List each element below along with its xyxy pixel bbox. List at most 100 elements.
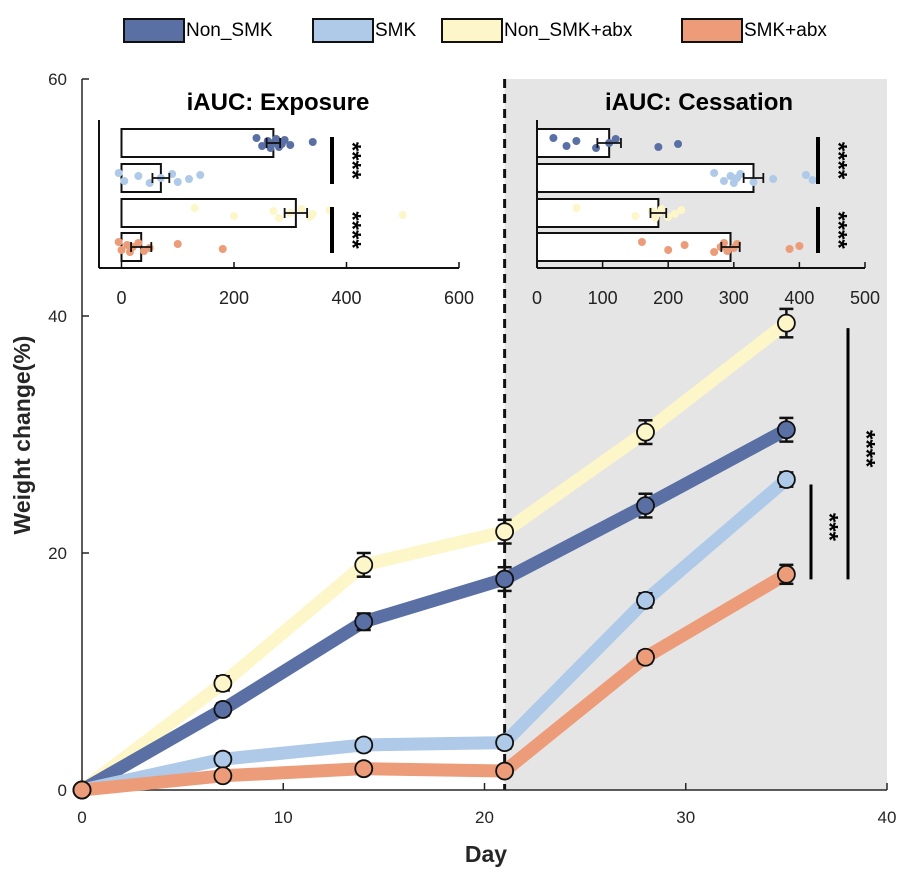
cessation-point-smk-abx: [680, 241, 689, 249]
legend-label-smk-abx: SMK+abx: [744, 20, 827, 41]
data-point-non-smk: [776, 420, 796, 440]
cessation-point-smk: [769, 175, 778, 183]
cessation-point-non-smk-abx: [677, 206, 686, 214]
exposure-x-tick-label: 600: [444, 288, 474, 308]
inset-cessation: 0 100 200 300 400 500 **** ****: [532, 120, 880, 308]
data-point-non-smk: [213, 700, 233, 719]
data-point-smk: [636, 591, 655, 610]
exposure-bar-non-smk: [120, 128, 275, 158]
legend-swatch-smk-abx: [681, 18, 743, 43]
cessation-x-tick-label: 500: [850, 288, 880, 308]
cessation-significance-label: ****: [825, 142, 852, 180]
data-point-non-smk-abx: [636, 422, 655, 442]
exposure-point-non-smk-abx: [308, 210, 317, 218]
exposure-significance-label: ****: [339, 142, 366, 180]
cessation-point-smk: [801, 171, 810, 179]
main-x-tick-label: 20: [475, 808, 494, 827]
series-line-non-smk-abx: [75, 316, 793, 797]
exposure-point-non-smk: [252, 134, 261, 142]
exposure-point-non-smk-abx: [190, 204, 199, 212]
data-point-smk: [776, 470, 796, 489]
data-point-non-smk-abx: [495, 522, 515, 542]
data-point-non-smk: [636, 496, 655, 516]
legend-label-non-smk-abx: Non_SMK+abx: [504, 20, 633, 41]
exposure-x-tick-label: 400: [331, 288, 361, 308]
data-point-non-smk-abx: [354, 555, 374, 575]
exposure-point-smk: [120, 177, 129, 185]
cessation-point-non-smk: [654, 143, 663, 151]
exposure-significance-label: ****: [339, 211, 366, 249]
exposure-point-smk: [196, 171, 205, 179]
significance-label: ***: [816, 513, 843, 542]
cessation-point-non-smk: [674, 140, 683, 148]
cessation-point-smk-abx: [637, 238, 646, 246]
main-y-axis-label: Weight change(%): [9, 336, 35, 535]
cessation-point-smk: [710, 169, 719, 177]
cessation-bar-smk-abx: [536, 232, 732, 262]
data-point-smk-abx: [495, 761, 515, 781]
inset-cessation-title: iAUC: Cessation: [605, 89, 793, 116]
cessation-point-non-smk-abx: [572, 204, 581, 212]
data-point-smk: [495, 733, 515, 752]
legend-label-non-smk: Non_SMK: [186, 20, 273, 41]
legend-label-smk: SMK: [375, 20, 417, 41]
significance-label: ****: [853, 430, 880, 468]
main-y-tick-label: 20: [48, 544, 67, 563]
exposure-point-non-smk-abx: [269, 207, 278, 215]
series-line-smk-abx: [75, 567, 793, 797]
exposure-point-smk-abx: [173, 240, 182, 248]
cessation-point-smk: [808, 176, 817, 184]
exposure-point-non-smk: [308, 138, 317, 146]
exposure-point-non-smk-abx: [398, 211, 407, 219]
cessation-point-smk-abx: [795, 242, 804, 250]
cessation-point-smk: [719, 177, 728, 185]
exposure-point-non-smk: [286, 141, 295, 149]
main-x-tick-label: 40: [878, 808, 897, 827]
data-point-smk: [354, 735, 374, 755]
data-point-non-smk: [495, 569, 515, 589]
cessation-x-tick-label: 0: [532, 288, 542, 308]
exposure-point-non-smk: [280, 136, 289, 144]
exposure-x-tick-label: 200: [219, 288, 249, 308]
exposure-point-smk-abx: [145, 244, 154, 252]
data-point-non-smk: [354, 612, 374, 632]
cessation-point-non-smk: [572, 137, 581, 145]
cessation-point-non-smk: [549, 134, 558, 142]
main-y-tick-label: 60: [48, 70, 67, 89]
series-line-non-smk: [75, 423, 793, 797]
cessation-point-smk: [736, 170, 745, 178]
series-line-smk: [75, 473, 793, 797]
data-point-smk-abx: [776, 564, 796, 584]
cessation-point-non-smk: [562, 142, 571, 150]
data-point-smk: [213, 749, 233, 769]
exposure-point-smk-abx: [117, 246, 126, 254]
cessation-point-smk-abx: [664, 246, 673, 254]
cessation-point-non-smk: [592, 144, 601, 152]
legend-swatch-non-smk: [123, 18, 185, 43]
data-point-smk-abx: [354, 759, 374, 779]
main-y-tick-label: 0: [58, 781, 67, 800]
cessation-point-smk-abx: [785, 245, 794, 253]
cessation-x-tick-label: 400: [784, 288, 814, 308]
cessation-bar-smk: [536, 163, 755, 193]
data-point-smk-abx: [72, 780, 92, 800]
cessation-point-non-smk-abx: [657, 205, 666, 213]
main-y-tick-label: 40: [48, 307, 67, 326]
main-x-tick-label: 10: [274, 808, 293, 827]
cessation-point-smk: [749, 178, 758, 186]
exposure-point-smk-abx: [218, 245, 227, 253]
cessation-x-tick-label: 300: [719, 288, 749, 308]
cessation-point-smk-abx: [723, 247, 732, 255]
exposure-point-non-smk-abx: [230, 212, 238, 220]
cessation-point-non-smk-abx: [670, 210, 679, 218]
exposure-point-smk: [114, 169, 123, 177]
cessation-bar-non-smk-abx: [536, 198, 660, 228]
data-point-non-smk-abx: [213, 673, 233, 693]
exposure-point-smk: [173, 178, 182, 186]
exposure-point-smk-abx: [134, 239, 143, 247]
exposure-bar-non-smk-abx: [120, 198, 297, 228]
exposure-point-smk-abx: [114, 238, 123, 246]
cessation-point-non-smk: [611, 135, 620, 143]
